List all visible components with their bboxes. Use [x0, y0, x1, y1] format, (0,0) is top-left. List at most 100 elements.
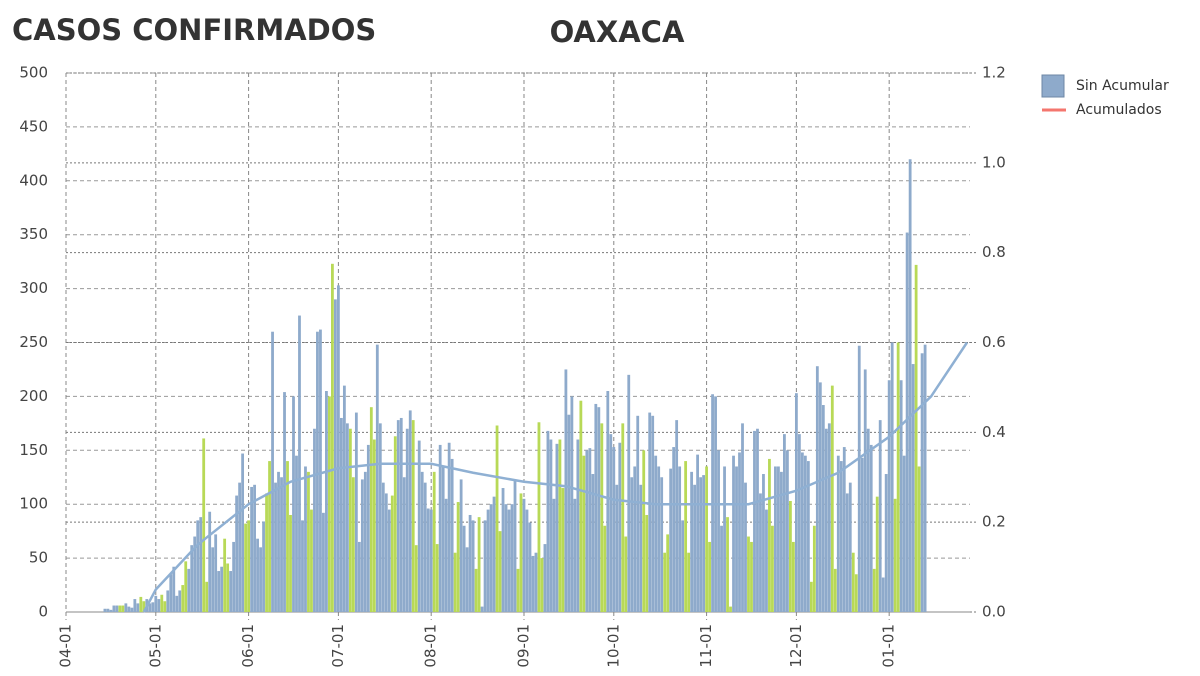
bar — [319, 329, 322, 612]
bar — [369, 407, 373, 612]
bar — [911, 364, 915, 612]
bar — [477, 517, 481, 612]
bar — [429, 509, 433, 612]
bar — [157, 599, 161, 612]
bar — [920, 353, 924, 612]
bar — [708, 541, 711, 612]
bar — [106, 608, 110, 612]
bar — [615, 484, 619, 612]
bar — [696, 454, 700, 612]
bar — [480, 606, 484, 612]
bar — [771, 525, 774, 612]
bar — [432, 471, 436, 612]
bar — [405, 428, 409, 612]
bar — [618, 442, 622, 612]
bar — [827, 423, 831, 612]
bar — [747, 536, 750, 612]
bar — [160, 594, 164, 612]
bar — [806, 461, 810, 612]
bar — [875, 496, 879, 612]
bar — [465, 547, 469, 612]
bar — [648, 412, 652, 612]
bar — [253, 484, 256, 612]
bar — [549, 439, 553, 612]
bar — [363, 471, 367, 612]
bar — [654, 455, 658, 612]
bar — [220, 566, 224, 612]
bar — [884, 474, 888, 612]
bar — [301, 520, 304, 612]
bar — [133, 599, 137, 612]
bar — [492, 496, 496, 612]
bar — [423, 482, 427, 612]
bar — [555, 443, 559, 612]
bar — [639, 484, 643, 612]
bar — [232, 541, 236, 612]
bar — [573, 498, 577, 612]
x-tick-label: 07-01 — [329, 624, 347, 668]
bar — [651, 415, 655, 612]
bar — [453, 552, 457, 612]
bar — [486, 509, 490, 612]
bar — [726, 517, 729, 612]
bar — [675, 420, 679, 612]
bar — [426, 508, 430, 612]
bar — [181, 585, 185, 612]
bar — [759, 493, 762, 612]
bar — [812, 525, 816, 612]
bar — [899, 380, 903, 612]
bar — [660, 477, 664, 612]
bar — [830, 385, 834, 612]
bar — [103, 608, 107, 612]
bar — [115, 605, 119, 612]
x-tick-label: 08-01 — [422, 624, 440, 668]
bar — [304, 466, 307, 612]
bar — [672, 447, 676, 612]
bar — [699, 477, 702, 612]
bar — [328, 396, 331, 612]
bar — [447, 442, 451, 612]
bar — [612, 447, 616, 612]
bar — [729, 606, 732, 612]
x-tick-label: 10-01 — [604, 624, 622, 668]
bar — [172, 566, 176, 612]
bar — [735, 466, 738, 612]
bar — [600, 423, 604, 612]
bar — [780, 471, 783, 612]
bar — [845, 493, 849, 612]
bar — [914, 264, 918, 612]
bar — [783, 434, 786, 612]
bar — [241, 453, 245, 612]
bar — [788, 500, 792, 612]
bar — [528, 522, 532, 612]
y-tick-label: 450 — [19, 117, 48, 135]
bar — [522, 498, 526, 612]
bar — [109, 609, 113, 612]
bar — [268, 461, 271, 612]
bar — [738, 452, 741, 612]
bar — [717, 450, 720, 612]
bar — [851, 552, 855, 612]
bar — [166, 590, 170, 612]
bar — [250, 486, 253, 612]
x-tick-label: 05-01 — [146, 624, 164, 668]
bar — [169, 574, 173, 612]
bar — [627, 374, 631, 612]
bar — [130, 607, 134, 612]
bar — [444, 498, 448, 612]
bar — [498, 531, 502, 612]
bar — [693, 484, 697, 612]
bar — [336, 285, 340, 612]
bar — [504, 504, 508, 612]
bar — [513, 480, 517, 612]
bar — [124, 603, 128, 612]
bar — [184, 561, 188, 612]
bar — [501, 488, 505, 612]
chart-title: CASOS CONFIRMADOS — [12, 13, 376, 47]
bar — [366, 444, 370, 612]
legend-swatch — [1041, 74, 1065, 98]
y2-tick-label: 1.0 — [982, 153, 1006, 171]
bar — [744, 482, 747, 612]
bar — [187, 568, 191, 612]
